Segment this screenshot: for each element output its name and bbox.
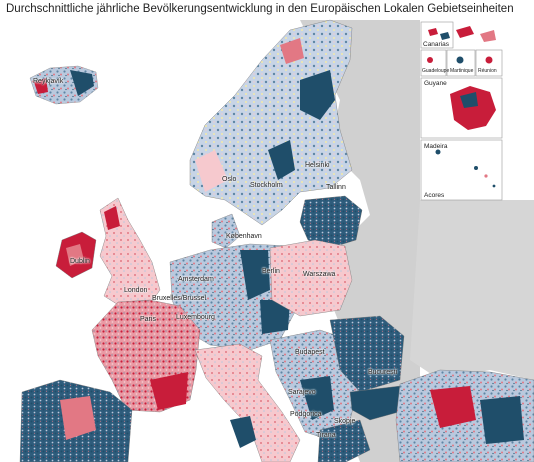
city-warszawa: Warszawa [303, 271, 336, 278]
city-tallinn: Tallinn [326, 184, 346, 191]
city-luxembourg: Luxembourg [176, 314, 215, 321]
city-kobenhavn: København [226, 233, 262, 240]
city-budapest: Budapest [295, 349, 325, 356]
city-podgorica: Podgorica [290, 411, 322, 418]
city-helsinki: Helsinki [305, 162, 330, 169]
inset-label-guadeloupe: Guadeloupe [422, 68, 450, 74]
region-denmark [211, 213, 241, 249]
city-tirana: Tirana [316, 432, 336, 439]
city-reykjavik: Reykjavík [33, 78, 64, 85]
non-eu-land-south [410, 200, 534, 380]
city-london: London [124, 287, 148, 294]
city-sarajevo: Sarajevo [288, 389, 316, 396]
region-bulgaria [349, 385, 407, 421]
inset-label-reunion: Réunion [478, 68, 497, 74]
inset-panels [420, 21, 503, 201]
inset-label-guyane: Guyane [424, 80, 447, 87]
city-stockholm: Stockholm [250, 182, 283, 189]
region-romania [329, 315, 405, 393]
city-bucuresti: București [368, 369, 398, 376]
map-title: Durchschnittliche jährliche Bevölkerungs… [6, 3, 514, 15]
region-greece [317, 419, 371, 462]
city-amsterdam: Amsterdam [178, 276, 214, 283]
city-skopje: Skopje [334, 418, 356, 425]
city-dublin: Dublin [70, 258, 90, 265]
inset-label-martinique: Martinique [450, 68, 474, 74]
inset-label-canarias: Canarias [423, 41, 450, 48]
region-poland [269, 239, 353, 317]
region-italy [194, 343, 301, 462]
city-berlin: Berlin [262, 268, 280, 275]
city-bruxelles: Bruxelles/Brussel [152, 295, 207, 302]
inset-label-madeira: Madeira [424, 143, 448, 150]
city-paris: Paris [140, 316, 156, 323]
region-baltics [299, 195, 363, 249]
city-oslo: Oslo [222, 176, 237, 183]
region-scandinavia [189, 19, 353, 226]
inset-label-acores: Acores [424, 192, 445, 199]
